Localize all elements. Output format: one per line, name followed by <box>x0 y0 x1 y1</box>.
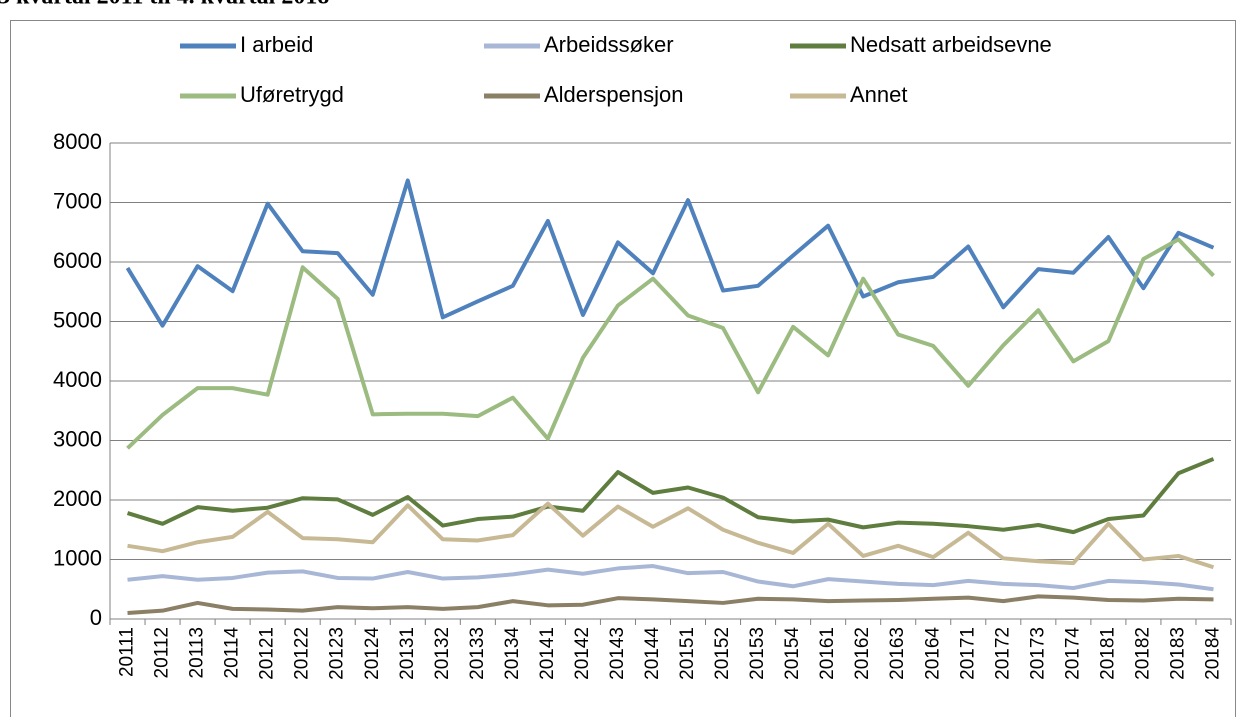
x-tick-label: 20132 <box>432 627 453 680</box>
x-tick-label: 20164 <box>922 627 943 680</box>
series-line <box>125 178 1215 328</box>
x-tick-label: 20124 <box>362 627 383 680</box>
y-tick-label: 8000 <box>53 129 102 154</box>
x-tick-label: 20141 <box>537 627 558 680</box>
x-tick-label: 20153 <box>747 627 768 680</box>
x-tick-label: 20122 <box>292 627 313 680</box>
x-tick-label: 20142 <box>572 627 593 680</box>
x-tick-label: 20134 <box>502 627 523 680</box>
legend-label: Annet <box>850 82 908 107</box>
x-tick-label: 20162 <box>852 627 873 680</box>
y-tick-label: 3000 <box>53 426 102 451</box>
y-tick-label: 6000 <box>53 248 102 273</box>
y-tick-label: 0 <box>90 605 102 630</box>
legend-label: Nedsatt arbeidsevne <box>850 32 1052 57</box>
x-tick-label: 20114 <box>222 627 243 679</box>
x-tick-label: 20163 <box>887 627 908 680</box>
x-tick-label: 20113 <box>187 627 208 678</box>
x-tick-label: 20182 <box>1132 627 1153 680</box>
legend-label: I arbeid <box>240 32 313 57</box>
x-tick-label: 20133 <box>467 627 488 680</box>
series-line <box>126 457 1215 535</box>
y-tick-label: 2000 <box>53 486 102 511</box>
x-tick-label: 20183 <box>1167 627 1188 680</box>
series-line <box>127 501 1215 570</box>
x-tick-label: 20173 <box>1027 627 1048 680</box>
x-tick-label: 20184 <box>1203 627 1224 680</box>
series-line <box>126 237 1215 450</box>
series-line <box>127 564 1214 592</box>
x-tick-label: 20151 <box>677 627 698 680</box>
x-tick-label: 20131 <box>397 627 418 680</box>
chart-border <box>10 20 1236 717</box>
x-tick-label: 20143 <box>607 627 628 680</box>
y-tick-label: 1000 <box>53 545 102 570</box>
y-tick-label: 7000 <box>53 188 102 213</box>
series-line <box>127 594 1214 616</box>
x-tick-label: 20172 <box>992 627 1013 680</box>
chart-title: 3 kvartal 2011 til 4. kvartal 2018 <box>0 0 329 10</box>
x-tick-label: 20144 <box>642 627 663 680</box>
legend-label: Alderspensjon <box>544 82 683 107</box>
x-tick-label: 20152 <box>712 627 733 680</box>
x-tick-label: 20174 <box>1062 627 1083 680</box>
x-tick-label: 20154 <box>782 627 803 680</box>
x-tick-label: 20171 <box>957 627 978 680</box>
y-tick-label: 4000 <box>53 367 102 392</box>
legend-label: Arbeidssøker <box>544 32 674 57</box>
x-tick-label: 20111 <box>117 627 138 677</box>
x-tick-label: 20121 <box>257 627 278 680</box>
legend-label: Uføretrygd <box>240 82 344 107</box>
x-tick-label: 20112 <box>152 627 173 678</box>
x-tick-label: 20161 <box>817 627 838 680</box>
y-tick-label: 5000 <box>53 307 102 332</box>
x-tick-label: 20123 <box>327 627 348 680</box>
x-tick-label: 20181 <box>1097 627 1118 680</box>
